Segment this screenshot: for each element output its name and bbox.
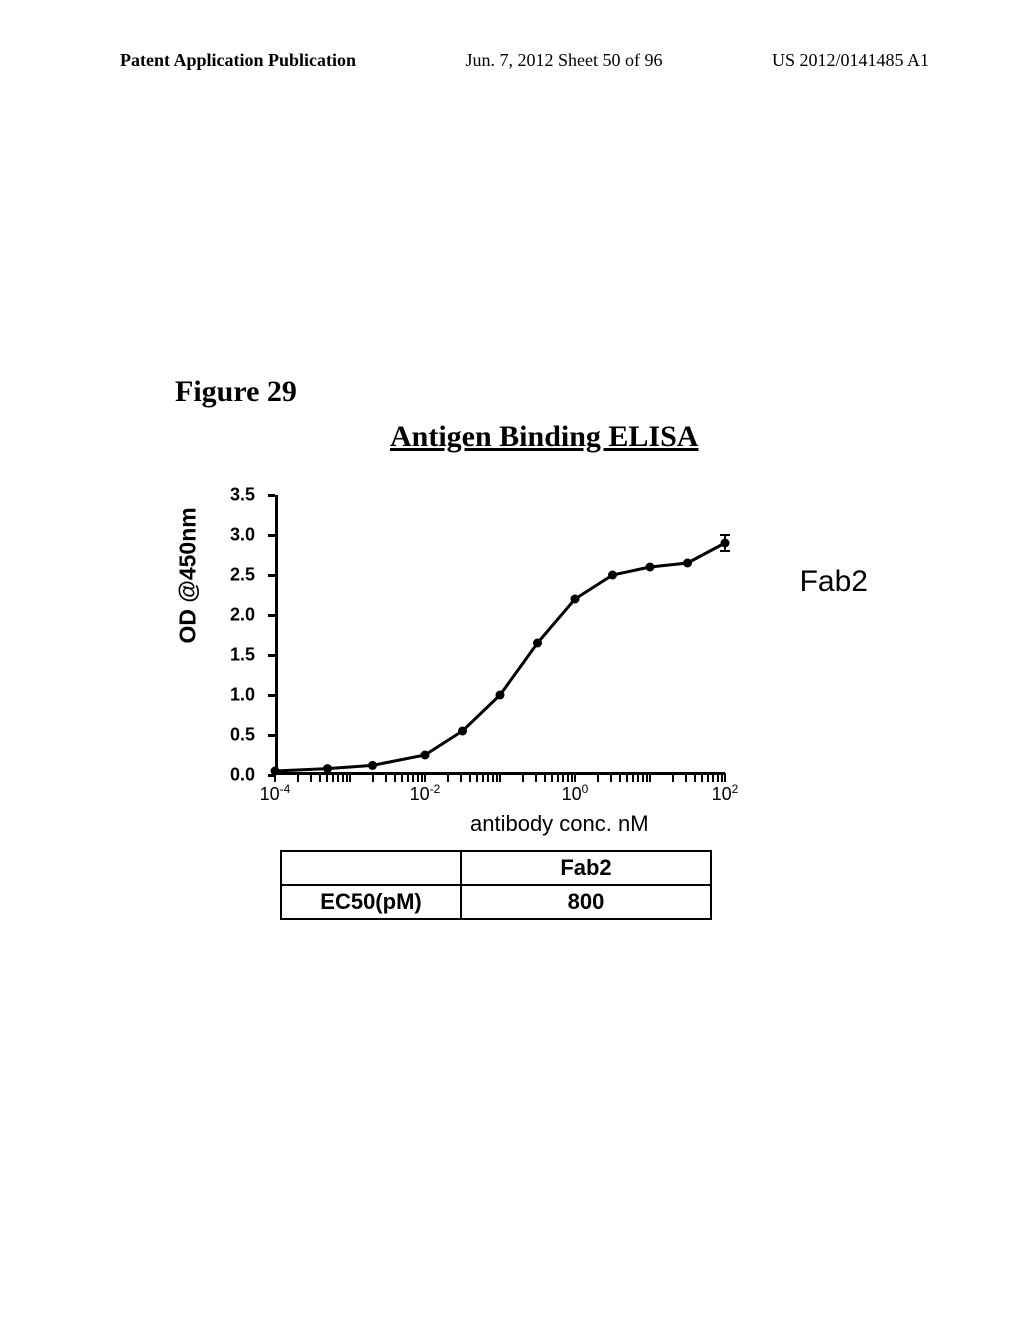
- x-minor-tick: [346, 775, 348, 782]
- ec50-table: Fab2 EC50(pM) 800: [280, 850, 712, 920]
- x-minor-tick: [372, 775, 374, 782]
- data-point: [421, 751, 430, 760]
- chart-container: OD @450nm antibody conc. nM Fab2 0.00.51…: [200, 480, 840, 840]
- table-header-value: Fab2: [461, 851, 711, 885]
- x-minor-tick: [544, 775, 546, 782]
- data-point: [458, 727, 467, 736]
- y-tick: [268, 534, 275, 537]
- y-axis-label: OD @450nm: [175, 507, 202, 643]
- x-minor-tick: [492, 775, 494, 782]
- data-point: [323, 764, 332, 773]
- x-minor-tick: [447, 775, 449, 782]
- table-row-value: 800: [461, 885, 711, 919]
- data-point: [533, 639, 542, 648]
- x-minor-tick: [610, 775, 612, 782]
- y-tick: [268, 654, 275, 657]
- x-minor-tick: [717, 775, 719, 782]
- x-minor-tick: [672, 775, 674, 782]
- plot-area: 0.00.51.01.52.02.53.03.5 10-410-2100102: [275, 495, 725, 775]
- x-minor-tick: [394, 775, 396, 782]
- x-minor-tick: [342, 775, 344, 782]
- x-minor-tick: [417, 775, 419, 782]
- y-tick: [268, 494, 275, 497]
- x-minor-tick: [619, 775, 621, 782]
- data-point: [271, 767, 280, 776]
- x-minor-tick: [707, 775, 709, 782]
- page-header: Patent Application Publication Jun. 7, 2…: [0, 50, 1024, 71]
- x-tick-label: 102: [712, 782, 739, 805]
- x-minor-tick: [535, 775, 537, 782]
- x-minor-tick: [685, 775, 687, 782]
- data-point: [646, 563, 655, 572]
- x-minor-tick: [412, 775, 414, 782]
- chart-svg: [275, 495, 725, 775]
- x-tick-label: 100: [562, 782, 589, 805]
- x-minor-tick: [319, 775, 321, 782]
- x-minor-tick: [712, 775, 714, 782]
- x-minor-tick: [482, 775, 484, 782]
- x-tick-label: 10-2: [410, 782, 441, 805]
- x-minor-tick: [421, 775, 423, 782]
- x-minor-tick: [562, 775, 564, 782]
- header-center: Jun. 7, 2012 Sheet 50 of 96: [466, 50, 663, 71]
- x-minor-tick: [332, 775, 334, 782]
- y-tick: [268, 574, 275, 577]
- y-tick-label: 2.5: [230, 565, 255, 586]
- x-minor-tick: [571, 775, 573, 782]
- x-minor-tick: [646, 775, 648, 782]
- x-minor-tick: [460, 775, 462, 782]
- table-row: EC50(pM) 800: [281, 885, 711, 919]
- x-minor-tick: [557, 775, 559, 782]
- x-minor-tick: [522, 775, 524, 782]
- chart-title: Antigen Binding ELISA: [390, 420, 698, 454]
- x-minor-tick: [385, 775, 387, 782]
- data-line: [275, 543, 725, 771]
- x-minor-tick: [337, 775, 339, 782]
- y-tick-label: 1.0: [230, 685, 255, 706]
- x-minor-tick: [326, 775, 328, 782]
- data-point: [683, 559, 692, 568]
- figure-label: Figure 29: [175, 375, 297, 409]
- y-tick: [268, 614, 275, 617]
- x-minor-tick: [297, 775, 299, 782]
- x-minor-tick: [476, 775, 478, 782]
- header-left: Patent Application Publication: [120, 50, 356, 71]
- y-tick-label: 1.5: [230, 645, 255, 666]
- y-tick: [268, 734, 275, 737]
- table-row-label: EC50(pM): [281, 885, 461, 919]
- x-minor-tick: [637, 775, 639, 782]
- header-right: US 2012/0141485 A1: [772, 50, 929, 71]
- x-minor-tick: [496, 775, 498, 782]
- x-minor-tick: [407, 775, 409, 782]
- x-tick-label: 10-4: [260, 782, 291, 805]
- x-minor-tick: [694, 775, 696, 782]
- series-label: Fab2: [800, 565, 868, 599]
- x-minor-tick: [469, 775, 471, 782]
- y-tick-label: 3.0: [230, 525, 255, 546]
- y-tick-label: 2.0: [230, 605, 255, 626]
- x-axis-label: antibody conc. nM: [470, 811, 649, 837]
- y-tick: [268, 694, 275, 697]
- x-minor-tick: [642, 775, 644, 782]
- data-point: [571, 595, 580, 604]
- x-minor-tick: [551, 775, 553, 782]
- y-tick-label: 0.5: [230, 725, 255, 746]
- data-point: [496, 691, 505, 700]
- x-minor-tick: [632, 775, 634, 782]
- table-row: Fab2: [281, 851, 711, 885]
- table-header-empty: [281, 851, 461, 885]
- y-tick-label: 0.0: [230, 765, 255, 786]
- x-minor-tick: [721, 775, 723, 782]
- x-minor-tick: [487, 775, 489, 782]
- x-minor-tick: [567, 775, 569, 782]
- data-point: [608, 571, 617, 580]
- data-point: [368, 761, 377, 770]
- x-minor-tick: [310, 775, 312, 782]
- x-minor-tick: [597, 775, 599, 782]
- x-minor-tick: [626, 775, 628, 782]
- x-minor-tick: [401, 775, 403, 782]
- y-tick-label: 3.5: [230, 485, 255, 506]
- x-minor-tick: [701, 775, 703, 782]
